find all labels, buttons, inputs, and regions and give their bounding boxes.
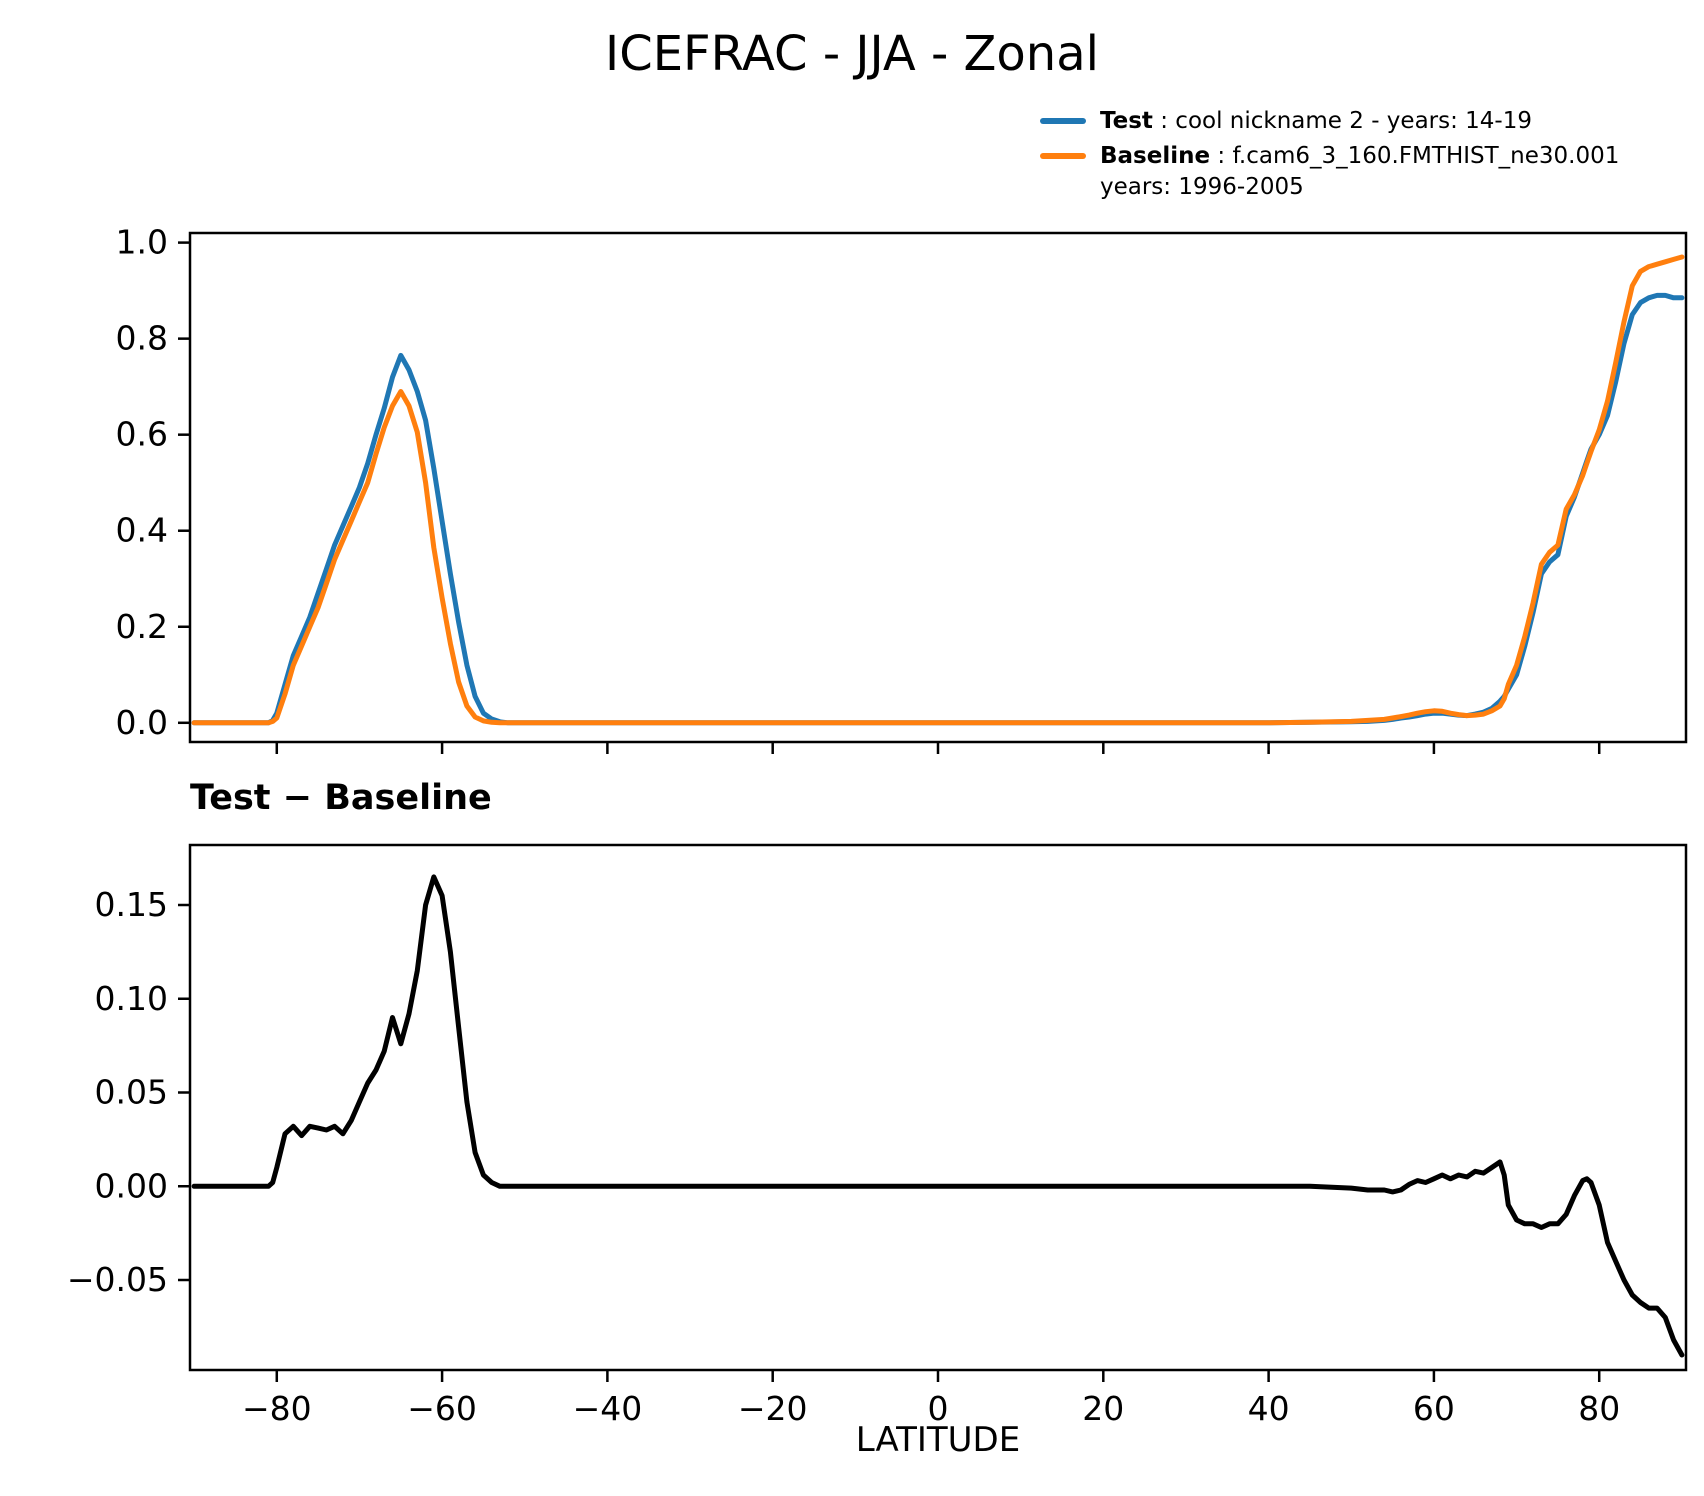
x-tick-label: 60 (1413, 1389, 1455, 1428)
series-line-0 (191, 874, 1685, 1358)
y-tick-label: 0.05 (95, 1073, 168, 1112)
x-tick-label: −60 (407, 1389, 477, 1428)
series-line-1 (191, 254, 1685, 726)
legend-item-baseline: Baseline : f.cam6_3_160.FMTHIST_ne30.001… (1040, 141, 1660, 202)
y-tick-label: 0.15 (95, 885, 168, 924)
x-tick-label: 20 (1082, 1389, 1124, 1428)
y-tick-label: 0.2 (116, 607, 168, 646)
axes-frame (188, 231, 1688, 744)
y-tick-label: 0.10 (95, 979, 168, 1018)
y-tick-label: −0.05 (67, 1260, 168, 1299)
y-tick-label: 0.8 (116, 319, 168, 358)
top-panel-chart: 0.0 0.2 0.4 0.6 0.8 1.0 (116, 223, 1688, 754)
legend: Test : cool nickname 2 - years: 14-19 Ba… (1040, 106, 1660, 207)
legend-label-baseline: Baseline : f.cam6_3_160.FMTHIST_ne30.001… (1100, 141, 1660, 202)
legend-test-name: Test (1100, 108, 1153, 134)
bottom-panel-chart: −80 −60 −40 −20 0 20 40 60 80 −0.05 0.00 0.05 0.10 0.… (67, 843, 1688, 1428)
y-tick-label: 0.00 (95, 1166, 168, 1205)
legend-item-test: Test : cool nickname 2 - years: 14-19 (1040, 106, 1660, 136)
y-tick-label: 0.0 (116, 703, 168, 742)
chart-title: ICEFRAC - JJA - Zonal (605, 26, 1099, 82)
legend-label-test: Test : cool nickname 2 - years: 14-19 (1100, 106, 1532, 136)
baseline-line-swatch (1040, 153, 1086, 160)
series-line-0 (191, 292, 1685, 726)
x-axis-label: LATITUDE (855, 1420, 1021, 1460)
y-tick-label: 1.0 (116, 223, 168, 262)
x-tick-label: −40 (573, 1389, 643, 1428)
x-tick-label: 0 (928, 1389, 949, 1428)
x-tick-label: 40 (1248, 1389, 1290, 1428)
axes-frame (188, 843, 1688, 1372)
y-tick-label: 0.6 (116, 415, 168, 454)
legend-test-desc: : cool nickname 2 - years: 14-19 (1152, 108, 1532, 134)
x-tick-label: 80 (1578, 1389, 1620, 1428)
legend-baseline-name: Baseline (1100, 143, 1211, 170)
x-tick-label: −80 (242, 1389, 312, 1428)
diff-panel-title: Test − Baseline (190, 778, 492, 818)
legend-baseline-desc: : f.cam6_3_160.FMTHIST_ne30.001 years: 1… (1100, 143, 1620, 200)
test-line-swatch (1040, 118, 1086, 124)
y-tick-label: 0.4 (116, 511, 168, 550)
x-tick-label: −20 (738, 1389, 808, 1428)
